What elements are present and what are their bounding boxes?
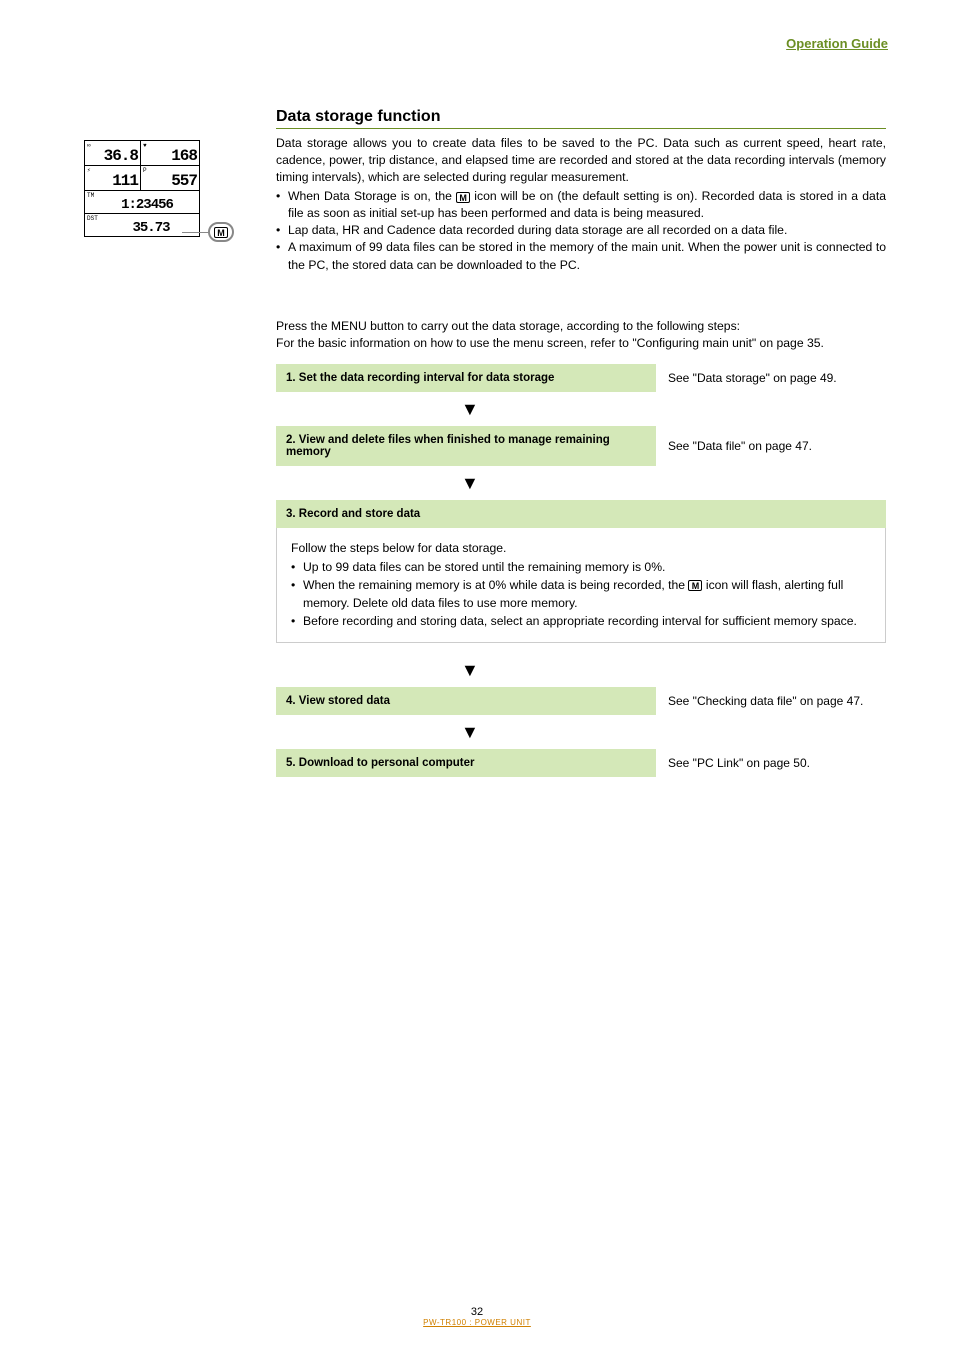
step-1-box: 1. Set the data recording interval for d… xyxy=(276,364,656,392)
flow-arrow-icon: ▼ xyxy=(276,392,886,426)
step-1-ref: See "Data storage" on page 49. xyxy=(664,364,837,392)
intro-bullet-1: When Data Storage is on, the M icon will… xyxy=(276,188,886,222)
lcd-cadence-value: 111 xyxy=(87,167,138,189)
lcd-time-value: 1:23456 xyxy=(87,192,197,212)
page-footer: 32 PW-TR100 : POWER UNIT xyxy=(0,1306,954,1327)
lcd-power-value: 557 xyxy=(143,167,197,189)
lcd-device-illustration: ∞ 36.8 ♥ 168 ⚡ 111 P 557 TM 1:23456 xyxy=(84,140,200,237)
steps-flow: 1. Set the data recording interval for d… xyxy=(276,364,886,777)
m-icon-callout: M xyxy=(208,222,234,242)
step-4-ref: See "Checking data file" on page 47. xyxy=(664,687,863,715)
step-5-ref: See "PC Link" on page 50. xyxy=(664,749,810,777)
lcd-speed-value: 36.8 xyxy=(87,142,138,164)
section-title: Data storage function xyxy=(276,108,886,129)
lcd-hr-label: ♥ xyxy=(143,142,147,149)
step-3-detail-bullet-1: Up to 99 data files can be stored until … xyxy=(291,559,871,577)
lcd-dst-value: 35.73 xyxy=(87,215,197,235)
lcd-power-label: P xyxy=(143,167,147,174)
intro-bullet-3: A maximum of 99 data files can be stored… xyxy=(276,239,886,273)
step-3-detail-intro: Follow the steps below for data storage. xyxy=(291,540,871,558)
page-number: 32 xyxy=(0,1306,954,1318)
step-2-ref: See "Data file" on page 47. xyxy=(664,426,812,466)
lcd-speed-label: ∞ xyxy=(87,142,91,149)
step-5-box: 5. Download to personal computer xyxy=(276,749,656,777)
step-3-detail-panel: Follow the steps below for data storage.… xyxy=(276,527,886,643)
memory-icon: M xyxy=(214,227,228,238)
flow-arrow-icon: ▼ xyxy=(276,715,886,749)
lcd-hr-value: 168 xyxy=(143,142,197,164)
lcd-dst-label: DST xyxy=(87,215,98,222)
memory-icon: M xyxy=(456,192,470,203)
flow-arrow-icon: ▼ xyxy=(276,466,886,500)
step-4-box: 4. View stored data xyxy=(276,687,656,715)
intro-paragraph: Data storage allows you to create data f… xyxy=(276,135,886,186)
lcd-time-label: TM xyxy=(87,192,94,199)
step-3-box: 3. Record and store data xyxy=(276,500,886,528)
lcd-cadence-label: ⚡ xyxy=(87,167,91,174)
memory-icon: M xyxy=(688,580,702,591)
header-operation-guide-link[interactable]: Operation Guide xyxy=(786,36,888,51)
step-2-box: 2. View and delete files when finished t… xyxy=(276,426,656,466)
step-3-detail-bullet-3: Before recording and storing data, selec… xyxy=(291,613,871,631)
footer-model-label: PW-TR100 : POWER UNIT xyxy=(0,1318,954,1327)
press-menu-paragraph: Press the MENU button to carry out the d… xyxy=(276,318,886,352)
step-3-detail-bullet-2: When the remaining memory is at 0% while… xyxy=(291,577,871,612)
flow-arrow-icon: ▼ xyxy=(276,643,886,687)
intro-bullet-list: When Data Storage is on, the M icon will… xyxy=(276,188,886,273)
intro-bullet-2: Lap data, HR and Cadence data recorded d… xyxy=(276,222,886,239)
